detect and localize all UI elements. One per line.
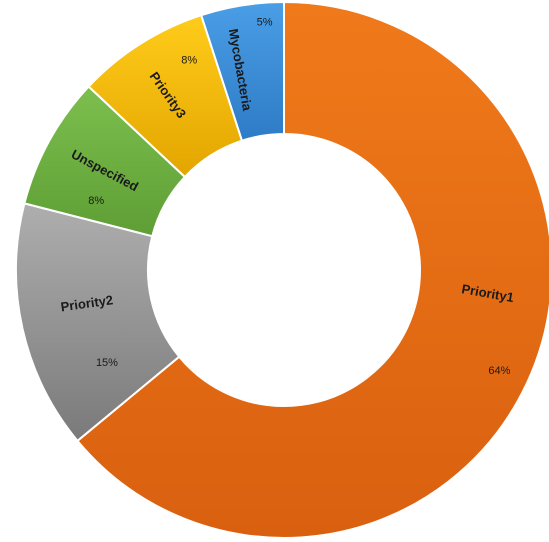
slice-value-unspecified: 8% <box>88 195 104 207</box>
slice-priority2 <box>15 202 181 443</box>
slices <box>15 0 549 539</box>
slice-value-priority2: 15% <box>96 357 118 369</box>
slice-label-priority2: Priority2 <box>60 292 114 314</box>
slice-value-mycobacteria: 5% <box>257 17 273 29</box>
slice-mycobacteria <box>199 0 285 142</box>
slice-value-priority3: 8% <box>181 54 197 66</box>
slice-priority1 <box>76 0 549 539</box>
slice-value-priority1: 64% <box>488 365 510 377</box>
